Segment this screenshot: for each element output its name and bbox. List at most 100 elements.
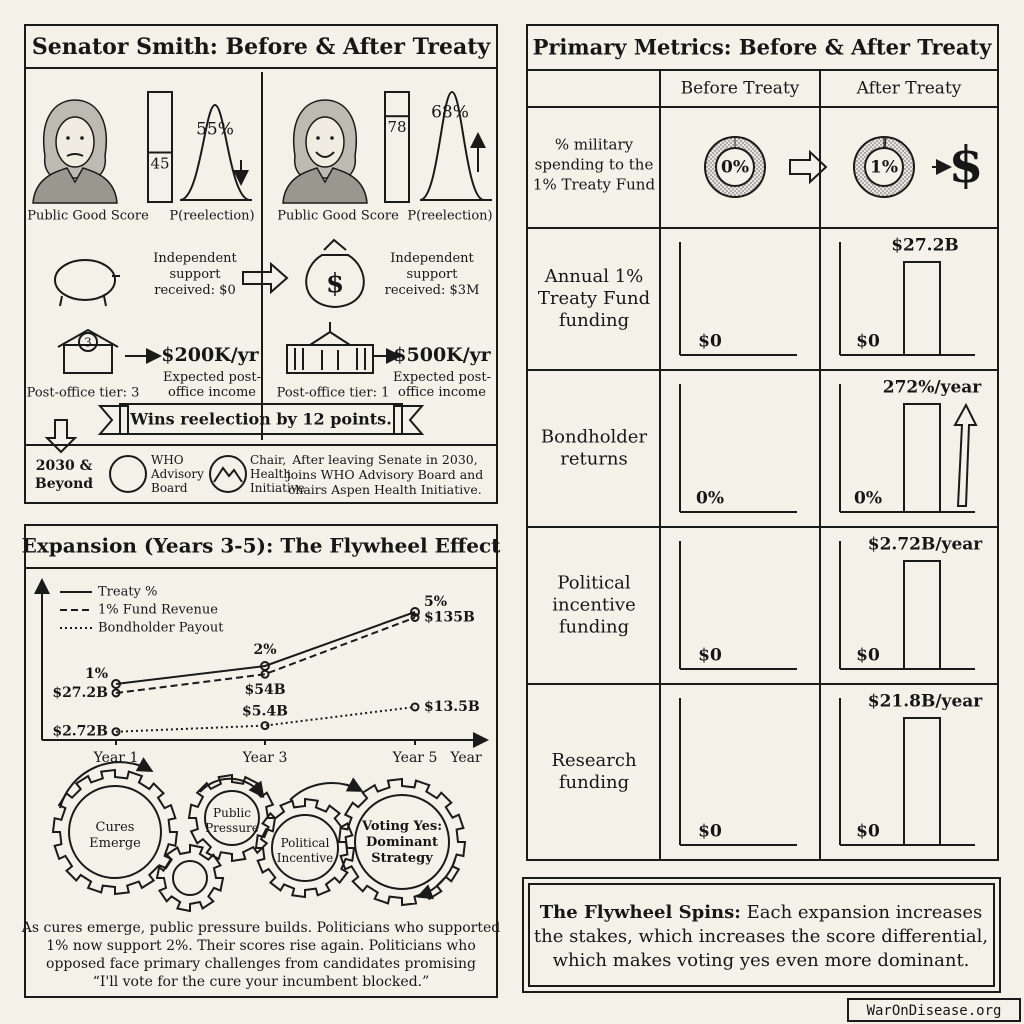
legend-label: Treaty % [98,585,157,600]
panel-title: Expansion (Years 3-5): The Flywheel Effe… [22,534,502,558]
zero-label: 0% [696,489,724,509]
score-value: 78 [387,118,406,136]
legend-label: Bondholder Payout [98,621,224,636]
gear [254,797,356,899]
point [410,613,420,622]
piggy-legs [59,275,120,307]
metrics-panel [526,24,999,861]
house [63,344,113,374]
caption-line: 1% now support 2%. Their scores rise aga… [46,938,476,954]
arrow [789,149,828,185]
column-header: Before Treaty [681,79,800,99]
arrow [242,261,289,295]
panel-title: Primary Metrics: Before & After Treaty [533,35,993,60]
point [410,702,420,712]
caption-line: As cures emerge, public pressure builds.… [21,920,501,936]
data-label: $5.4B [242,704,288,720]
piggy-bank [54,259,116,301]
aspen-text: Chair, Health Initiative [250,453,305,495]
row-label-line: funding [559,772,629,793]
future-text-line: After leaving Senate in 2030, [291,452,477,467]
white-house-roof [309,322,351,346]
bar [903,717,941,846]
aspen-text-line: Health [250,467,291,481]
future-text-line: joins WHO Advisory Board and [285,467,483,482]
score-bar [147,151,173,203]
support-text-line: support [407,267,459,282]
zero-label: 0% [854,489,882,509]
tier-badge [78,332,98,352]
data-label: $135B [424,610,475,626]
row-label: Political incentive funding [552,573,636,638]
gear-hub [271,814,339,882]
callout-inner-border [528,883,995,987]
data-label: 1% [85,666,108,682]
future-text: After leaving Senate in 2030, joins WHO A… [285,452,483,497]
mountains [213,466,243,483]
point [260,721,270,731]
smile [315,151,335,158]
gear-label-line: Cures [96,820,135,835]
bar [903,403,941,513]
row-label-line: Research [551,750,637,771]
tier-label: Post-office tier: 3 [27,386,140,401]
score-value: 45 [150,155,169,173]
donut-label: 1% [870,158,898,178]
row-label: Annual 1% Treaty Fund funding [538,266,650,331]
gear [155,843,225,913]
dollar-symbol: $ [949,135,984,194]
row-label-line: 1% Treaty Fund [533,176,656,194]
who-text-line: Board [151,481,188,495]
gear-label-line: Incentive [277,851,334,865]
row-label-line: funding [559,617,629,638]
aspen-logo [209,455,247,493]
gear-hub [68,785,162,879]
aspen-text-line: Chair, [250,453,286,467]
support-text: Independent support received: $0 [153,251,237,298]
data-label: $54B [244,682,285,698]
zero-label: $0 [698,332,722,352]
row-label-line: returns [560,449,628,470]
gear-label-line: Dominant [366,835,438,850]
gear [337,777,467,907]
zero-label: $0 [856,332,880,352]
cycle-arrow [289,777,364,801]
gear-label: Cures Emerge [89,820,141,851]
x-axis-label: Year [449,750,482,766]
score-label: Public Good Score [277,209,399,224]
money-bag [305,254,365,309]
reelection-value: 55% [196,120,234,140]
callout-line: which makes voting yes even more dominan… [553,950,970,971]
senator-panel [24,24,498,504]
gear-label-line: Public [213,806,251,820]
row-label-line: funding [559,310,629,331]
gear-hub [172,860,208,896]
x-tick-label: Year 3 [242,750,288,766]
income-label-line: office income [398,385,486,400]
support-text: Independent support received: $3M [385,251,480,298]
callout-box [522,877,1001,993]
data-label: 5% [424,594,447,610]
column-header: After Treaty [856,79,962,99]
row-label-line: spending to the [535,156,654,174]
bell-curve [419,90,485,201]
row-label-line: Political [557,573,631,594]
zero-label: $0 [698,646,722,666]
tier-label: Post-office tier: 1 [277,386,390,401]
data-label: $2.72B [52,724,108,740]
callout-line: Each expansion increases [741,902,982,923]
reelection-label: P(reelection) [407,209,492,224]
callout-lead: The Flywheel Spins: [540,902,741,923]
future-text-line: chairs Aspen Health Initiative. [288,482,481,497]
row-label: % military spending to the 1% Treaty Fund [533,136,656,194]
caption-line: “I'll vote for the cure your incumbent b… [93,974,430,990]
x-tick-label: Year 1 [93,750,139,766]
gear-label: Voting Yes: Dominant Strategy [361,819,442,866]
gear [187,773,277,863]
series-line [115,611,416,685]
donut-label: 0% [721,158,749,178]
gear-label-line: Voting Yes: [361,819,442,834]
gear-label-line: Emerge [89,836,141,851]
